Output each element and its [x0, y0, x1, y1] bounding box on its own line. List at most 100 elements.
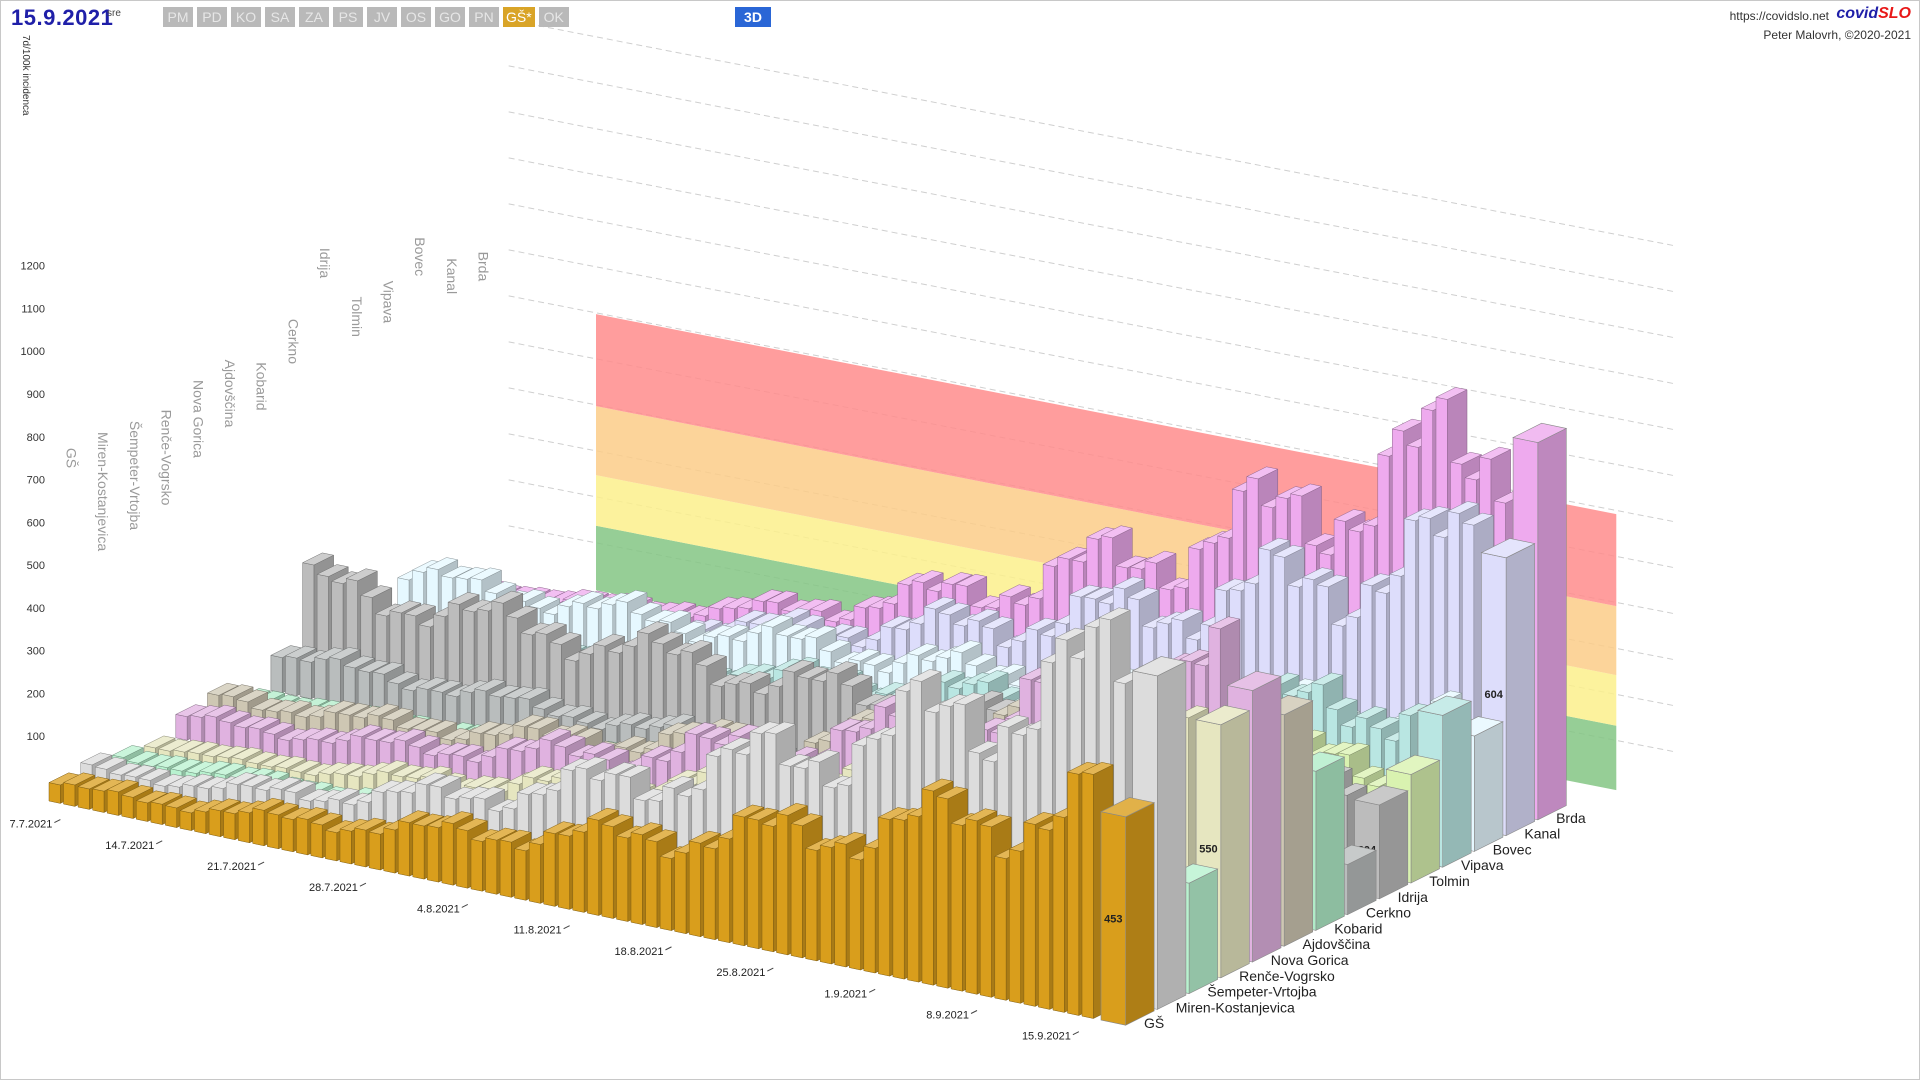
- bar-front: [441, 820, 454, 886]
- bar-top: [979, 814, 1012, 828]
- series-name-3: Renče-Vogrsko: [1239, 968, 1335, 984]
- bar-front: [936, 796, 949, 989]
- bar-top: [455, 818, 489, 831]
- latest-bar-side: [1410, 759, 1440, 884]
- y-tick-10: 1100: [21, 303, 45, 315]
- bar-top: [213, 762, 247, 776]
- bar-top: [488, 684, 521, 698]
- latest-value-label-0: 453: [1104, 913, 1122, 925]
- region-button-8[interactable]: GO: [435, 7, 465, 27]
- date-tick-7: 25.8.2021: [716, 967, 765, 979]
- region-button-2[interactable]: KO: [231, 7, 261, 27]
- region-button-3[interactable]: SA: [265, 7, 295, 27]
- bar-front: [616, 835, 629, 922]
- bar-front: [907, 814, 920, 983]
- bar-top: [357, 659, 390, 673]
- bar-top: [807, 749, 840, 763]
- bar-top: [998, 584, 1032, 598]
- bar-front: [285, 655, 298, 697]
- bar-top: [140, 754, 174, 767]
- bar-top: [673, 621, 706, 634]
- bar-top: [221, 684, 254, 698]
- bar-top: [247, 716, 281, 730]
- bar-front: [805, 847, 818, 962]
- bar-top: [738, 671, 771, 684]
- bar-front: [208, 808, 221, 838]
- bar-front: [77, 786, 90, 810]
- bar-top: [1333, 509, 1366, 522]
- bar-top: [1337, 742, 1371, 756]
- bar-top: [386, 671, 420, 685]
- bar-top: [775, 623, 808, 637]
- author-credit: Peter Malovrh, ©2020-2021: [1763, 28, 1911, 42]
- region-button-9[interactable]: PN: [469, 7, 499, 27]
- y-tick-5: 600: [27, 517, 45, 529]
- bar-front: [659, 855, 672, 931]
- bar-front: [237, 810, 250, 844]
- bar-top: [833, 831, 867, 845]
- latest-bar-top: [1195, 705, 1251, 726]
- region-button-11[interactable]: OK: [538, 7, 569, 27]
- series-name-left-12: Kanal: [444, 258, 460, 294]
- date-tick-mark-5: [563, 925, 570, 930]
- bar-top: [553, 734, 586, 748]
- bar-top: [1301, 567, 1335, 581]
- bar-top: [218, 710, 252, 724]
- bar-top: [150, 791, 183, 805]
- bar-top: [345, 568, 379, 582]
- bar-top: [164, 795, 198, 809]
- series-0: [48, 761, 1114, 1019]
- y-tick-11: 1200: [21, 261, 45, 273]
- bar-front: [328, 656, 341, 706]
- bar-top: [732, 804, 765, 818]
- brand-part-covid: covid: [1836, 5, 1879, 22]
- bar-top: [505, 605, 539, 619]
- series-name-left-10: Vipava: [381, 281, 397, 324]
- region-button-6[interactable]: JV: [367, 7, 397, 27]
- view-3d-button[interactable]: 3D: [735, 7, 771, 27]
- bar-front: [892, 817, 905, 980]
- bar-front: [223, 811, 236, 841]
- bar-top: [288, 759, 322, 773]
- bar-top: [484, 827, 518, 841]
- bar-top: [389, 600, 422, 614]
- bar-top: [615, 590, 648, 603]
- bar-top: [879, 615, 913, 629]
- bar-top: [734, 609, 767, 623]
- brand-logo[interactable]: covidSLO: [1836, 5, 1911, 23]
- bar-front: [121, 794, 134, 819]
- bar-top: [1144, 550, 1177, 564]
- bar-top: [1289, 483, 1323, 497]
- region-button-5[interactable]: PS: [333, 7, 363, 27]
- site-link[interactable]: https://covidslo.net: [1729, 9, 1829, 23]
- bar-top: [790, 813, 823, 827]
- latest-bar-side: [1474, 721, 1504, 852]
- bar-top: [143, 735, 176, 749]
- bar-top: [923, 596, 956, 610]
- bar-top: [911, 570, 944, 583]
- region-button-7[interactable]: OS: [401, 7, 431, 27]
- bar-front: [267, 812, 279, 850]
- region-button-4[interactable]: ZA: [299, 7, 329, 27]
- bar-front: [965, 818, 978, 995]
- series-name-7: Cerkno: [1366, 905, 1411, 921]
- bar-front: [718, 836, 730, 944]
- series-name-13: Brda: [1556, 810, 1586, 826]
- bar-top: [644, 829, 678, 843]
- latest-bar-side: [1220, 710, 1250, 979]
- bar-top: [1081, 762, 1114, 775]
- date-ticks: 7.7.2021 14.7.2021 21.7.2021 28.7.2021 4.8.2…: [10, 819, 1080, 1043]
- series-name-1: Miren-Kostanjevica: [1176, 999, 1295, 1015]
- date-tick-5: 11.8.2021: [514, 925, 562, 937]
- region-button-1[interactable]: PD: [197, 7, 227, 27]
- bar-top: [187, 741, 220, 755]
- latest-bar-side: [1505, 543, 1535, 837]
- gridline-8: [508, 157, 1677, 385]
- region-button-0[interactable]: PM: [163, 7, 193, 27]
- region-button-10[interactable]: GŠ*: [503, 7, 535, 27]
- y-tick-6: 700: [27, 475, 45, 487]
- bar-top: [169, 758, 203, 772]
- bar-front: [150, 801, 163, 825]
- bar-front: [136, 800, 148, 822]
- bar-top: [390, 764, 424, 778]
